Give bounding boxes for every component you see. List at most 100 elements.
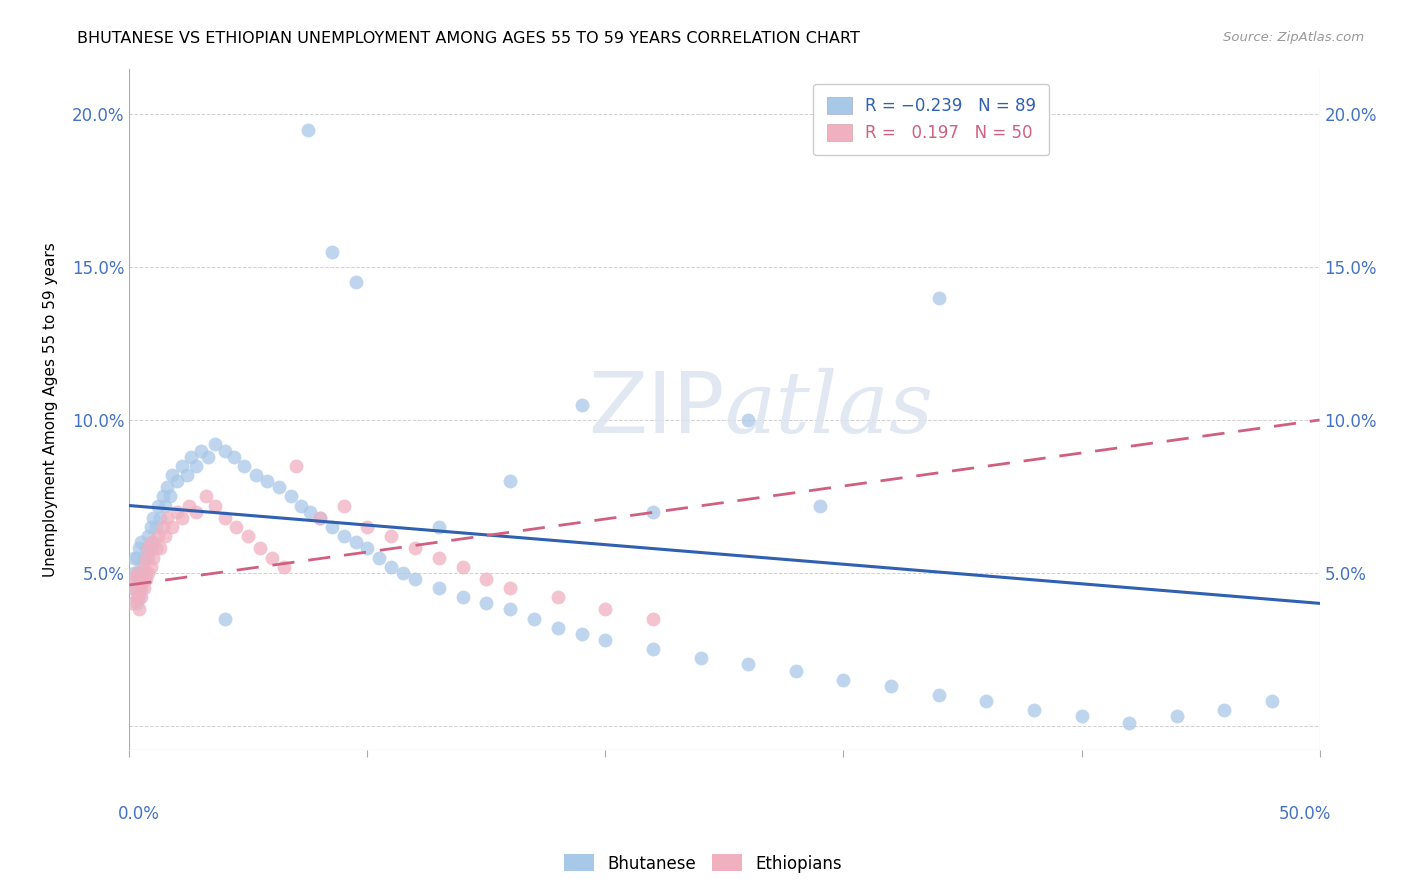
Point (142, 535, 165, 549)
Point (332, 529, 354, 543)
Point (122, 566, 145, 580)
Point (129, 535, 152, 549)
Point (214, 612, 236, 626)
Point (571, 627, 593, 641)
Point (121, 596, 143, 610)
Point (121, 581, 143, 595)
Point (344, 276, 367, 290)
Point (689, 651, 711, 665)
Point (184, 505, 207, 519)
Point (273, 559, 295, 574)
Y-axis label: Unemployment Among Ages 55 to 59 years: Unemployment Among Ages 55 to 59 years (44, 242, 58, 576)
Point (142, 510, 165, 524)
Point (128, 581, 150, 595)
Point (475, 572, 498, 586)
Point (132, 550, 155, 565)
Point (135, 566, 157, 580)
Point (368, 550, 391, 565)
Point (138, 566, 160, 580)
Point (149, 510, 172, 524)
Point (176, 467, 198, 482)
Text: 0.0%: 0.0% (118, 805, 159, 823)
Point (125, 566, 148, 580)
Point (595, 602, 617, 616)
Point (170, 458, 193, 473)
Point (1070, 709, 1092, 723)
Point (122, 550, 145, 565)
Point (427, 520, 450, 534)
Point (153, 499, 176, 513)
Point (238, 529, 260, 543)
Point (204, 499, 226, 513)
Point (290, 499, 312, 513)
Point (285, 458, 308, 473)
Point (332, 499, 354, 513)
Point (427, 581, 450, 595)
Point (249, 541, 271, 556)
Point (135, 550, 157, 565)
Point (132, 581, 155, 595)
Point (737, 657, 759, 672)
Point (214, 443, 236, 458)
Point (641, 505, 664, 519)
Point (129, 581, 152, 595)
Point (194, 489, 217, 503)
Point (177, 499, 200, 513)
Point (356, 520, 378, 534)
Point (153, 529, 176, 543)
Point (149, 541, 172, 556)
Point (138, 529, 160, 543)
Point (380, 559, 402, 574)
Text: ZIP: ZIP (588, 368, 724, 450)
Point (404, 572, 426, 586)
Point (499, 474, 522, 488)
Point (1213, 703, 1236, 717)
Point (928, 688, 950, 702)
Point (156, 510, 179, 524)
Point (499, 602, 522, 616)
Point (344, 535, 367, 549)
Point (128, 602, 150, 616)
Text: atlas: atlas (724, 368, 934, 450)
Point (122, 572, 145, 586)
Point (224, 450, 246, 464)
Point (129, 559, 152, 574)
Point (125, 550, 148, 565)
Point (122, 581, 145, 595)
Point (139, 541, 162, 556)
Point (139, 559, 162, 574)
Point (641, 642, 664, 657)
Point (146, 529, 169, 543)
Point (125, 572, 148, 586)
Point (128, 566, 150, 580)
Point (170, 510, 193, 524)
Point (451, 559, 474, 574)
Point (427, 550, 450, 565)
Point (197, 450, 219, 464)
Point (129, 572, 152, 586)
Point (138, 541, 160, 556)
Point (356, 541, 378, 556)
Point (159, 489, 181, 503)
Point (135, 572, 157, 586)
Point (262, 550, 284, 565)
Point (451, 591, 474, 605)
Point (1166, 709, 1188, 723)
Point (190, 443, 212, 458)
Point (832, 673, 855, 687)
Text: 50.0%: 50.0% (1279, 805, 1331, 823)
Point (139, 520, 162, 534)
Point (128, 591, 150, 605)
Point (166, 474, 188, 488)
Point (321, 244, 343, 259)
Point (132, 559, 155, 574)
Point (1022, 703, 1045, 717)
Point (308, 510, 330, 524)
Point (595, 633, 617, 648)
Point (129, 591, 152, 605)
Point (1118, 715, 1140, 730)
Point (641, 612, 664, 626)
Point (146, 499, 169, 513)
Point (269, 480, 291, 494)
Legend: R = −0.239   N = 89, R =   0.197   N = 50: R = −0.239 N = 89, R = 0.197 N = 50 (814, 84, 1049, 155)
